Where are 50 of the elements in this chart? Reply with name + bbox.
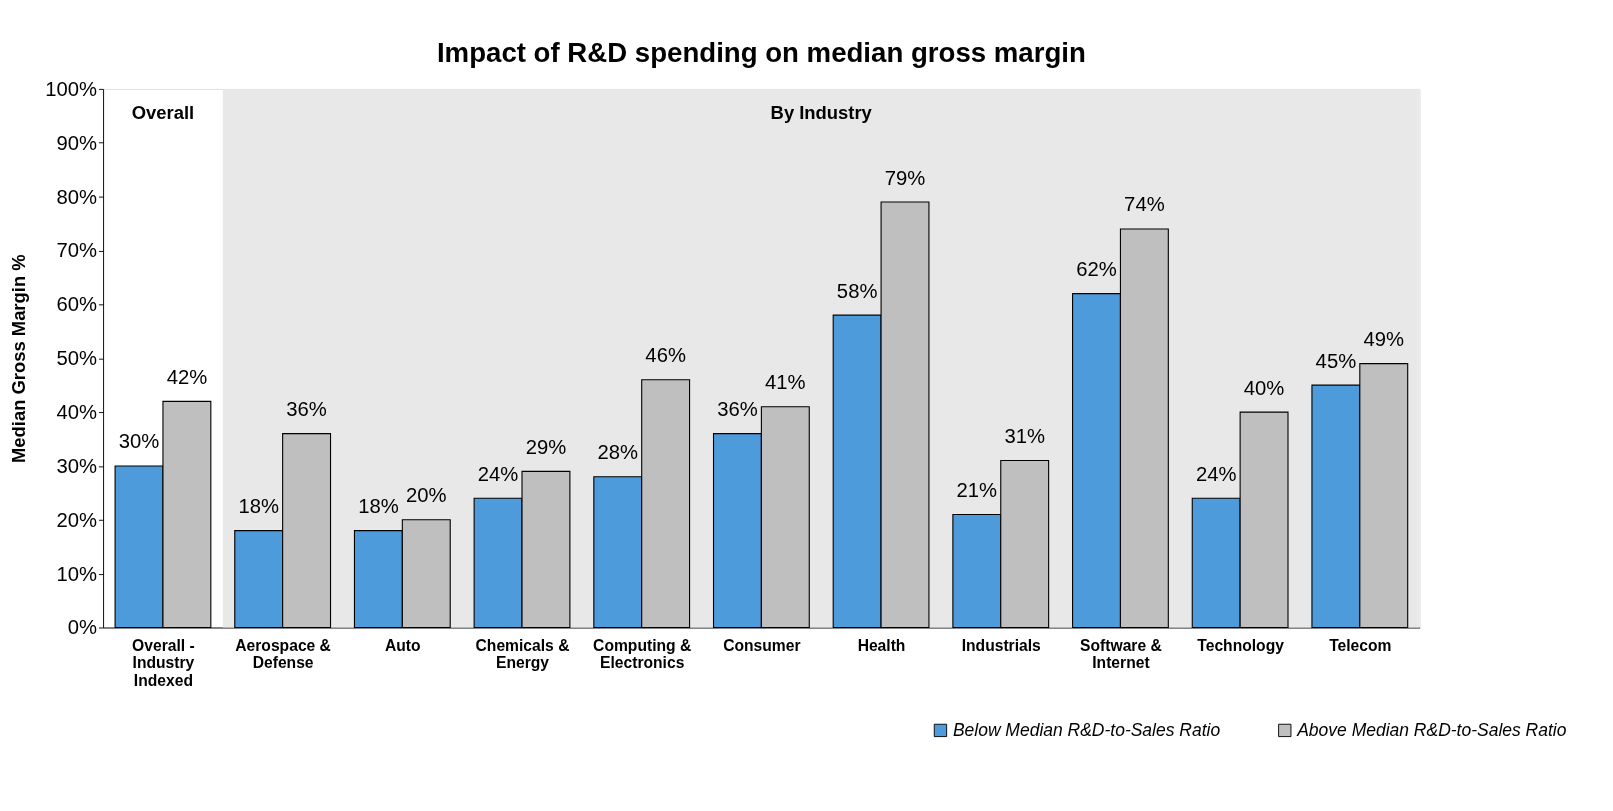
- y-tick-label: 50%: [56, 347, 98, 370]
- data-label: 18%: [358, 495, 399, 518]
- data-label: 74%: [1124, 193, 1165, 216]
- band-label: By Industry: [770, 102, 873, 124]
- y-tick-label: 60%: [56, 293, 98, 316]
- data-label: 49%: [1363, 328, 1405, 351]
- y-tick-label: 40%: [56, 401, 98, 423]
- y-tick-label: 80%: [56, 185, 98, 208]
- legend-label: Above Median R&D-to-Sales Ratio: [1296, 719, 1567, 740]
- x-tick-label: Aerospace & Defense: [235, 637, 331, 672]
- y-tick-label: 100%: [45, 77, 98, 100]
- data-label: 45%: [1315, 349, 1357, 372]
- data-label: 24%: [477, 462, 519, 485]
- data-label: 29%: [525, 435, 567, 458]
- data-label: 46%: [645, 344, 686, 367]
- data-label: 20%: [406, 484, 447, 507]
- data-label: 21%: [956, 478, 998, 501]
- legend-label: Below Median R&D-to-Sales Ratio: [952, 719, 1221, 740]
- data-label: 36%: [286, 398, 327, 421]
- x-tick-label: Computing & Electronics: [593, 637, 692, 672]
- y-tick-label: 20%: [56, 508, 98, 531]
- x-tick-label: Industrials: [961, 637, 1042, 655]
- x-tick-label: Auto: [384, 637, 421, 655]
- x-tick-label: Technology: [1197, 637, 1285, 655]
- x-tick-label: Chemicals & Energy: [475, 637, 570, 672]
- x-tick-label: Overall - Industry Indexed: [132, 637, 195, 689]
- data-label: 62%: [1076, 258, 1117, 281]
- y-tick-label: 30%: [56, 454, 98, 477]
- data-label: 79%: [884, 166, 926, 189]
- x-tick-label: Telecom: [1329, 637, 1392, 655]
- data-label: 30%: [118, 430, 160, 453]
- data-label: 58%: [836, 279, 878, 302]
- data-label: 42%: [166, 365, 208, 388]
- x-tick-label: Consumer: [723, 637, 801, 655]
- data-label: 24%: [1195, 462, 1237, 485]
- x-tick-label: Software & Internet: [1080, 637, 1162, 672]
- y-tick-label: 10%: [56, 562, 98, 585]
- data-label: 36%: [717, 398, 758, 421]
- data-label: 31%: [1004, 425, 1045, 448]
- data-label: 18%: [238, 495, 279, 518]
- y-tick-label: 90%: [56, 131, 98, 154]
- x-tick-label: Health: [857, 637, 906, 655]
- data-label: 41%: [765, 371, 806, 394]
- annotation: Overall: [131, 102, 195, 124]
- y-tick-label: 70%: [56, 239, 98, 262]
- data-label: 28%: [597, 441, 639, 464]
- data-label: 40%: [1243, 376, 1285, 399]
- y-tick-label: 0%: [67, 616, 98, 639]
- chart-title: Impact of R&D spending on median gross margin: [436, 37, 1086, 69]
- y-axis-title: Median Gross Margin %: [8, 254, 30, 464]
